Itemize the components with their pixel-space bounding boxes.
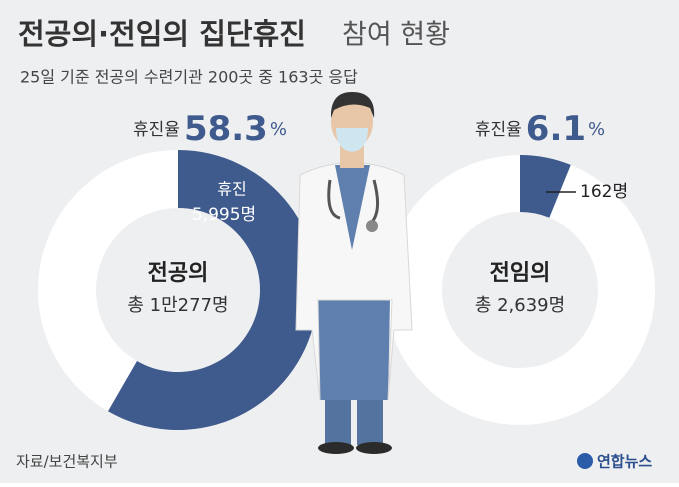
center-name: 전공의: [148, 261, 209, 286]
total-label: 총 1만277명: [127, 295, 228, 316]
subtitle: 25일 기준 전공의 수련기관 200곳 중 163곳 응답: [20, 68, 358, 87]
rate-label: 휴진율: [133, 120, 180, 140]
logo: 연합뉴스: [597, 453, 652, 471]
segment-label: 휴진: [217, 180, 246, 199]
rate: 휴진율 58.3%: [133, 109, 287, 149]
title-light: 참여 현황: [342, 20, 450, 51]
value-label: 5,995명: [192, 205, 256, 225]
doctor-figure: [295, 92, 413, 454]
title: 전공의·전임의 집단휴진: [18, 17, 306, 51]
donut-segment: [520, 155, 571, 218]
total-label: 총 2,639명: [475, 295, 565, 316]
rate-label: 휴진율: [475, 120, 522, 140]
rate-unit: %: [270, 119, 287, 140]
donut-segment: [107, 150, 318, 430]
source: 자료/보건복지부: [16, 453, 118, 471]
rate-value: 6.1: [526, 109, 586, 149]
center-name: 전임의: [490, 261, 551, 286]
rate-value: 58.3: [184, 109, 268, 149]
rate-unit: %: [588, 119, 605, 140]
rate: 휴진율 6.1%: [475, 109, 605, 149]
logo-icon: [577, 453, 593, 469]
value-label: 162명: [580, 182, 628, 202]
